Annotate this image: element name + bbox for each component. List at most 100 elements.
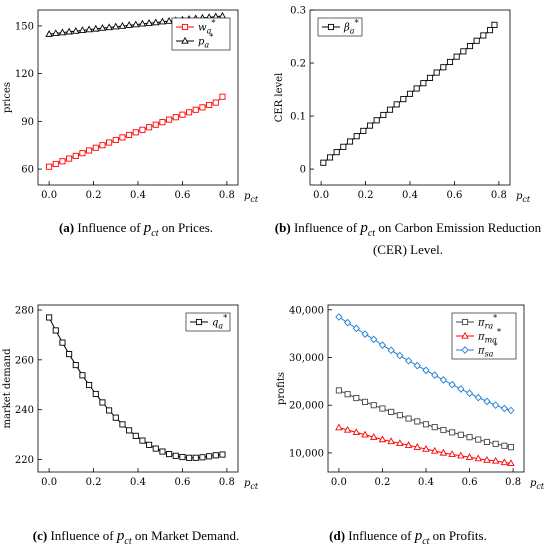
data-point: [59, 339, 66, 346]
legend: wa*pa*: [171, 17, 231, 51]
y-axis-label: market demand: [2, 348, 13, 429]
data-point: [446, 58, 454, 66]
data-point: [370, 335, 378, 344]
data-point: [92, 390, 99, 398]
caption-d-text: Influence of: [348, 528, 412, 543]
x-tick-label: 0.6: [174, 477, 190, 488]
panel-a-prices: 0.0 0.2 0.4 0.6 0.8 60 90 120 150 prices pct wa* pa*: [0, 0, 272, 279]
data-point: [387, 346, 395, 355]
data-point: [86, 147, 93, 154]
chart-cer-level: 0.0 0.2 0.4 0.6 0.8 0 0.1 0.2 0.3 CER level pct βa*: [274, 6, 531, 205]
data-point: [466, 434, 473, 441]
caption-c-text: Influence of: [50, 528, 114, 543]
data-point: [346, 138, 354, 145]
data-point: [439, 448, 448, 456]
data-point: [218, 11, 227, 19]
y-tick-label: 0.2: [290, 59, 306, 70]
data-point: [430, 446, 439, 454]
data-point: [480, 32, 487, 39]
series-1: [46, 93, 226, 170]
data-point: [199, 104, 206, 111]
caption-c-var: pct: [116, 528, 132, 547]
x-tick-label: 0.2: [86, 477, 102, 488]
data-point: [404, 356, 413, 365]
data-point: [159, 119, 166, 126]
series-1: [46, 314, 226, 461]
data-point: [212, 452, 219, 459]
data-point: [457, 431, 464, 438]
y-tick-label: 120: [15, 69, 34, 80]
y-axis-label: CER level: [274, 73, 285, 123]
legend-label: πra*: [477, 314, 497, 331]
data-point: [52, 327, 59, 334]
data-point: [192, 454, 199, 461]
caption-d-letter: (d): [329, 528, 346, 543]
legend-label: wa*: [198, 19, 215, 36]
data-point: [352, 324, 360, 333]
legend-label: πsa*: [477, 342, 497, 359]
data-point: [396, 439, 404, 447]
x-tick-label: 0.6: [446, 190, 462, 201]
series-3: [335, 313, 515, 415]
data-point: [426, 74, 434, 81]
y-tick-label: 60: [21, 165, 34, 176]
data-point: [206, 101, 213, 109]
data-point: [125, 21, 133, 28]
caption-b-letter: (b): [274, 220, 291, 235]
data-point: [138, 19, 147, 27]
data-point: [320, 159, 327, 166]
x-axis-label: pct: [244, 478, 259, 491]
data-point: [132, 129, 139, 136]
data-point: [386, 106, 394, 113]
data-point: [400, 96, 407, 103]
data-point: [52, 29, 60, 37]
data-point: [343, 425, 352, 433]
caption-a-after: on Prices.: [161, 220, 214, 235]
data-point: [118, 21, 127, 29]
data-point: [366, 122, 374, 129]
x-tick-label: 0.0: [41, 190, 57, 201]
data-point: [369, 433, 378, 440]
caption-d-var: pct: [414, 528, 430, 547]
y-tick-label: 0.3: [290, 6, 306, 17]
y-tick-label: 150: [15, 21, 34, 32]
x-tick-label: 0.0: [313, 190, 329, 201]
data-point: [333, 149, 340, 156]
data-point: [219, 451, 226, 458]
data-point: [406, 90, 414, 97]
data-point: [370, 402, 377, 409]
data-point: [378, 341, 387, 349]
y-tick-label: 280: [15, 305, 34, 316]
data-point: [448, 450, 456, 457]
data-point: [139, 437, 146, 444]
data-point: [158, 17, 167, 25]
data-point: [340, 143, 347, 150]
data-point: [453, 53, 460, 60]
data-point: [106, 407, 113, 414]
data-point: [422, 366, 430, 375]
data-point: [46, 314, 53, 321]
data-point: [473, 37, 480, 44]
legend-label: βa*: [343, 19, 359, 36]
legend: βa*: [317, 17, 363, 37]
data-point: [474, 393, 482, 402]
caption-c: (c) Influence of pct on Market Demand.: [0, 528, 272, 550]
data-point: [45, 30, 53, 37]
caption-a: (a) Influence of pct on Prices.: [0, 220, 272, 242]
data-point: [219, 93, 226, 100]
data-point: [146, 441, 153, 448]
data-point: [126, 131, 133, 138]
legend-marker: [181, 23, 189, 31]
data-point: [483, 397, 491, 406]
data-point: [112, 136, 119, 144]
x-tick-label: 0.0: [331, 477, 347, 488]
data-point: [146, 124, 153, 131]
data-point: [448, 380, 456, 389]
data-point: [99, 142, 106, 149]
data-point: [335, 387, 342, 394]
data-point: [433, 69, 440, 76]
legend-marker: [181, 36, 189, 44]
legend-marker: [195, 318, 203, 326]
data-point: [92, 24, 100, 32]
data-point: [353, 394, 360, 402]
